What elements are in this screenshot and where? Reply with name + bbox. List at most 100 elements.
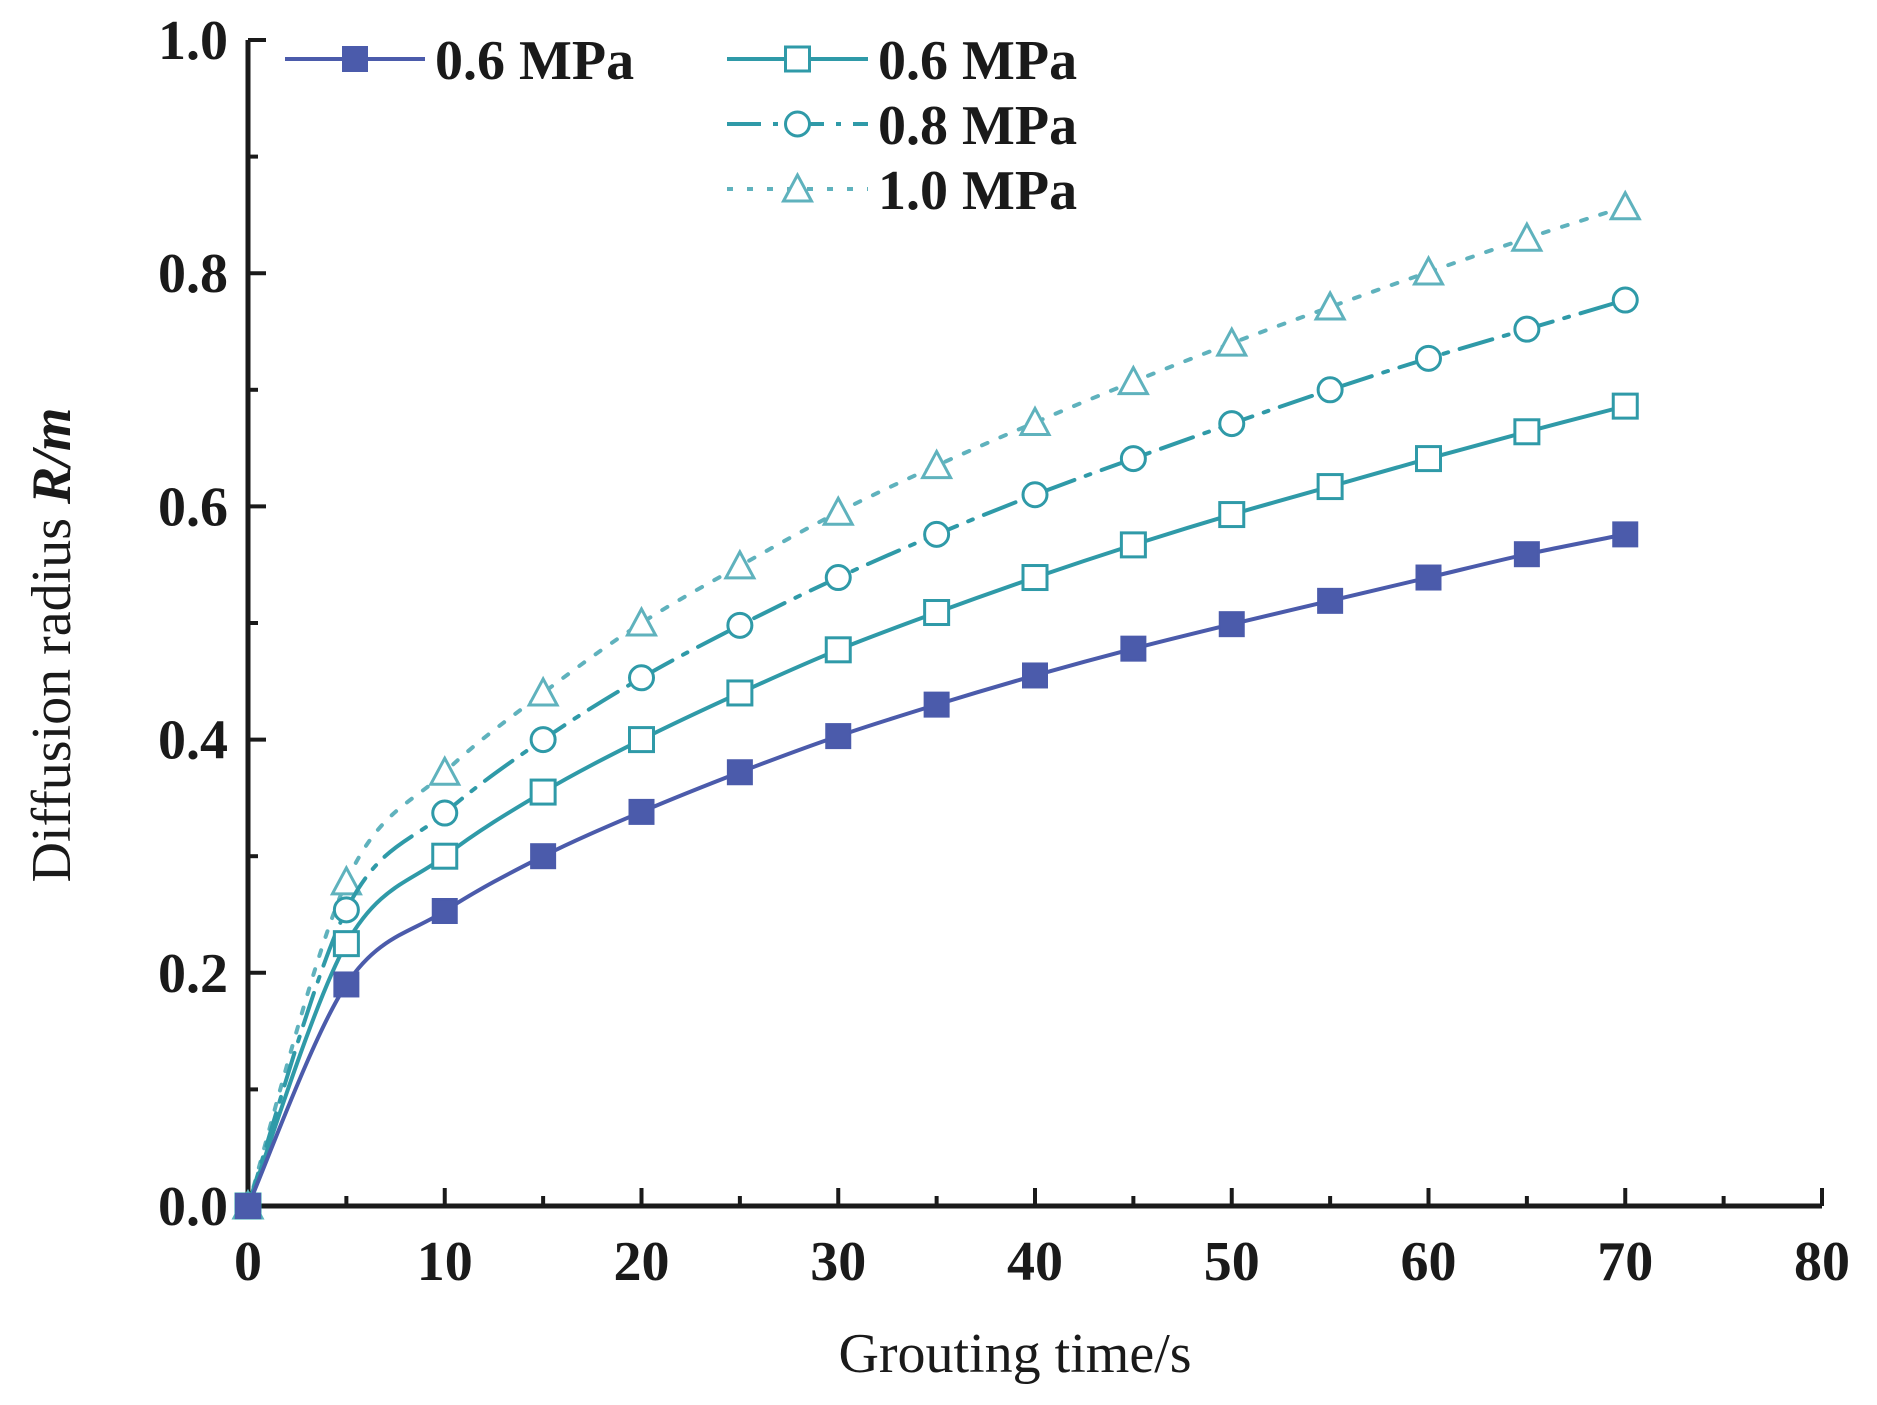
data-point xyxy=(726,611,754,639)
y-tick-label: 0.2 xyxy=(158,943,228,1005)
y-tick-label: 0.8 xyxy=(158,243,228,305)
legend-label: 0.8 MPa xyxy=(878,95,1077,157)
x-tick-label: 40 xyxy=(1007,1231,1063,1293)
data-point xyxy=(1510,221,1544,252)
data-point xyxy=(1218,501,1246,529)
data-point xyxy=(530,843,557,870)
data-point xyxy=(824,564,852,592)
data-point xyxy=(1218,410,1246,438)
data-point xyxy=(1022,662,1048,689)
legend-label: 1.0 MPa xyxy=(878,160,1077,222)
series-line xyxy=(246,298,1628,1208)
data-point xyxy=(1513,541,1540,568)
data-point xyxy=(1611,392,1639,420)
data-point xyxy=(1021,481,1049,509)
data-point xyxy=(332,896,360,924)
series-2 xyxy=(234,392,1639,1220)
data-point xyxy=(1415,564,1442,591)
data-point xyxy=(329,864,363,896)
data-point xyxy=(431,842,459,870)
legend-marker xyxy=(784,110,811,138)
series-1 xyxy=(235,521,1639,1219)
series-layer xyxy=(231,189,1642,1220)
data-point xyxy=(1215,325,1249,357)
data-point xyxy=(235,1193,261,1219)
data-point xyxy=(628,726,655,754)
data-point xyxy=(431,799,459,827)
y-axis-title: Diffusion radius R/m xyxy=(21,408,83,883)
y-axis-title-unit: R/m xyxy=(21,408,83,505)
data-point xyxy=(821,495,855,526)
data-point xyxy=(923,691,950,718)
legend-entry: 0.6 MPa xyxy=(285,30,634,92)
data-point xyxy=(726,759,753,786)
x-tick-label: 0 xyxy=(234,1231,262,1293)
data-point xyxy=(723,548,757,580)
data-point xyxy=(333,971,360,998)
y-axis-title-prefix: Diffusion radius xyxy=(21,504,83,883)
series-line xyxy=(246,532,1628,1208)
data-point xyxy=(628,798,655,825)
data-point xyxy=(332,930,360,958)
data-point xyxy=(1415,344,1442,372)
legend-marker xyxy=(784,45,811,73)
data-point xyxy=(825,723,852,750)
data-point xyxy=(1120,635,1147,662)
legend-label: 0.6 MPa xyxy=(878,30,1077,92)
legend-entry: 0.6 MPa xyxy=(727,30,1077,92)
data-point xyxy=(824,636,852,664)
x-tick-label: 20 xyxy=(614,1231,670,1293)
data-point xyxy=(1415,445,1442,473)
data-point xyxy=(1021,564,1049,592)
series-4 xyxy=(231,189,1642,1220)
legend-marker xyxy=(342,46,368,72)
data-point xyxy=(428,755,462,786)
series-3 xyxy=(234,286,1639,1220)
data-point xyxy=(923,599,951,627)
data-point xyxy=(1611,286,1639,314)
data-point xyxy=(1313,289,1347,321)
data-point xyxy=(1608,189,1642,221)
x-tick-label: 50 xyxy=(1204,1231,1260,1293)
data-point xyxy=(1513,315,1541,343)
data-point xyxy=(1612,521,1639,548)
x-tick-label: 70 xyxy=(1597,1231,1653,1293)
data-point xyxy=(1513,418,1541,446)
data-point xyxy=(624,605,659,637)
data-point xyxy=(1316,376,1344,404)
data-point xyxy=(920,448,954,480)
legend-entry: 1.0 MPa xyxy=(727,160,1077,222)
legend-marker xyxy=(780,171,815,203)
y-tick-label: 0.6 xyxy=(158,476,228,538)
data-point xyxy=(1316,473,1344,501)
legend-entry: 0.8 MPa xyxy=(727,95,1077,157)
data-point xyxy=(526,675,560,707)
legend-label: 0.6 MPa xyxy=(435,30,634,92)
x-tick-label: 30 xyxy=(810,1231,866,1293)
x-tick-label: 10 xyxy=(417,1231,473,1293)
data-point xyxy=(1218,611,1245,638)
data-point xyxy=(1317,587,1344,614)
data-point xyxy=(726,679,754,707)
data-point xyxy=(1018,405,1052,436)
data-point xyxy=(923,520,951,548)
x-axis-title: Grouting time/s xyxy=(838,1323,1191,1385)
data-point xyxy=(529,778,557,806)
x-tick-label: 80 xyxy=(1794,1231,1850,1293)
data-point xyxy=(1119,531,1147,559)
data-point xyxy=(529,726,557,754)
axes: 0 10 20 30 40 50 60 70 80 0.0 0.2 0.4 0.6 0.8 1.0 xyxy=(158,10,1850,1293)
y-tick-label: 0.0 xyxy=(158,1176,228,1238)
data-point xyxy=(1411,254,1446,286)
y-tick-label: 0.4 xyxy=(158,710,228,772)
data-point xyxy=(1116,364,1150,396)
data-point xyxy=(431,898,458,925)
y-tick-label: 1.0 xyxy=(158,10,228,72)
data-point xyxy=(1119,445,1147,473)
series-line xyxy=(246,204,1628,1208)
x-tick-label: 60 xyxy=(1401,1231,1457,1293)
data-point xyxy=(628,664,655,692)
